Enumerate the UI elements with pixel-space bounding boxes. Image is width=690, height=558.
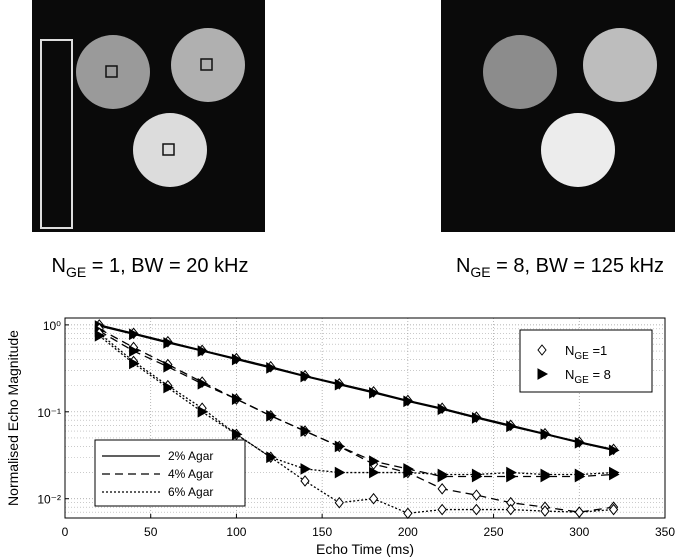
x-axis-label: Echo Time (ms) <box>316 541 414 557</box>
legend-label-sub: GE <box>574 375 589 386</box>
y-tick-label: 10⁻² <box>37 493 61 507</box>
caption: NGE = 8, BW = 125 kHz <box>456 255 664 280</box>
caption: NGE = 1, BW = 20 kHz <box>52 255 249 280</box>
x-tick-label: 200 <box>398 525 418 539</box>
x-tick-label: 100 <box>226 525 246 539</box>
x-tick-label: 350 <box>655 525 675 539</box>
legend-label-rest: =1 <box>589 343 607 358</box>
phantom-image-left <box>32 0 265 232</box>
figure: NGE = 1, BW = 20 kHz NGE = 8, BW = 125 k… <box>0 0 690 558</box>
y-tick-label: 10⁻¹ <box>37 406 61 420</box>
x-tick-label: 250 <box>484 525 504 539</box>
x-tick-label: 300 <box>569 525 589 539</box>
x-tick-label: 50 <box>144 525 158 539</box>
legend-label: 6% Agar <box>168 485 213 499</box>
legend-label: 2% Agar <box>168 449 213 463</box>
phantom-image-right <box>441 0 675 232</box>
caption-main: N <box>456 255 470 277</box>
caption-main: N <box>52 255 66 277</box>
y-axis-label: Normalised Echo Magnitude <box>5 330 21 506</box>
legend-label-main: N <box>565 367 574 382</box>
legend-label: 4% Agar <box>168 467 213 481</box>
legend-label-sub: GE <box>574 351 589 362</box>
caption-sub: GE <box>66 264 86 280</box>
legend-label-rest: = 8 <box>589 367 611 382</box>
caption-rest: = 8, BW = 125 kHz <box>491 255 664 277</box>
y-tick-label: 10⁰ <box>43 319 61 333</box>
plot: 0 50 100 150 200 250 300 350 10⁰ 10⁻¹ 10⁻² Echo Tim… <box>5 318 675 557</box>
caption-sub: GE <box>470 264 490 280</box>
caption-rest: = 1, BW = 20 kHz <box>86 255 248 277</box>
x-tick-label: 150 <box>312 525 332 539</box>
legend-label-main: N <box>565 343 574 358</box>
x-tick-label: 0 <box>62 525 69 539</box>
